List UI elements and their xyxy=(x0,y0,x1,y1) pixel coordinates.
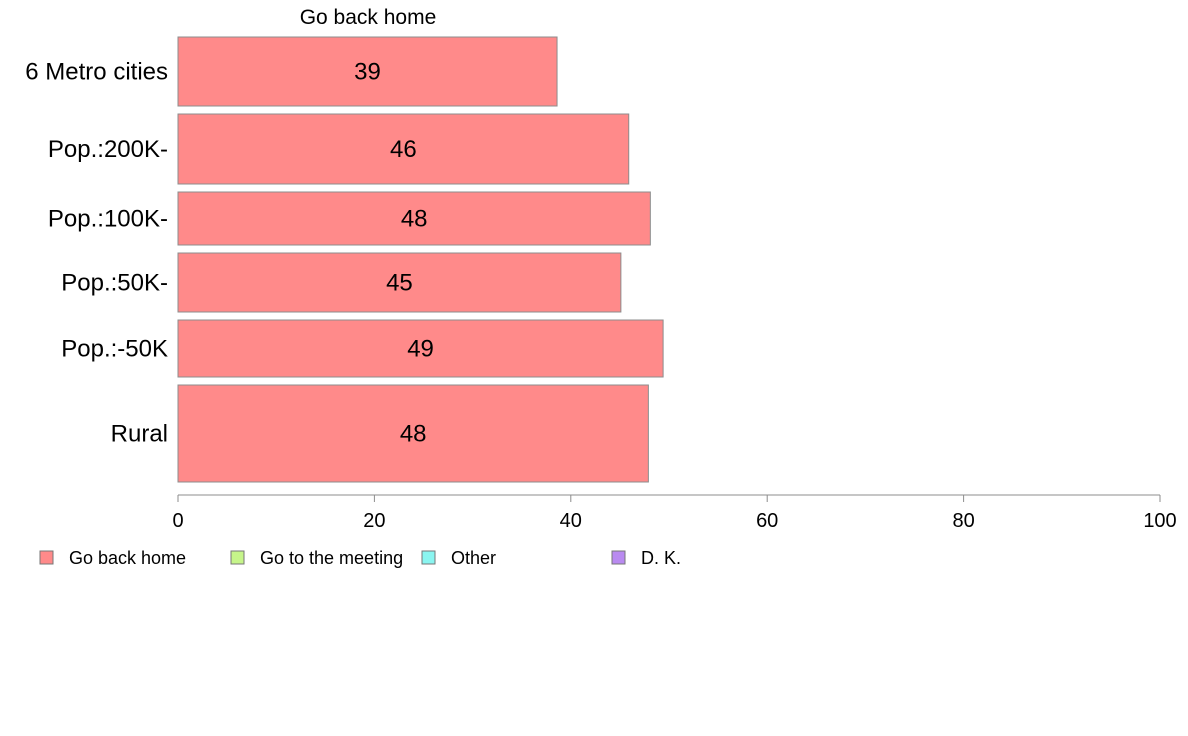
legend-swatch xyxy=(39,550,54,565)
legend-swatch xyxy=(421,550,436,565)
bar-value-label: 48 xyxy=(401,206,428,233)
bar-value-label: 45 xyxy=(386,270,413,297)
bar-5 xyxy=(177,384,649,483)
legend-label: Other xyxy=(451,548,496,568)
x-tick-label: 100 xyxy=(1143,510,1176,532)
bar-1 xyxy=(177,113,630,185)
bar-0 xyxy=(177,36,558,107)
category-label: Pop.:200K- xyxy=(48,136,168,163)
bar-value-label: 39 xyxy=(354,59,381,86)
bar-value-label: 48 xyxy=(400,421,427,448)
panel-title: Go back home xyxy=(300,6,437,29)
category-label: Pop.:50K- xyxy=(61,270,168,297)
bar-value-label: 46 xyxy=(390,136,417,163)
x-tick-label: 80 xyxy=(952,510,974,532)
category-labels: 6 Metro cities Pop.:200K- Pop.:100K- Pop.:5… xyxy=(25,59,168,448)
legend-swatch xyxy=(611,550,626,565)
x-tick-label: 40 xyxy=(560,510,582,532)
bar-4 xyxy=(177,319,664,378)
bar-3 xyxy=(177,252,622,313)
legend: Go back home Go to the meeting Other D. K. xyxy=(39,548,681,568)
legend-label: D. K. xyxy=(641,548,681,568)
bars-group: 39 46 48 45 49 48 xyxy=(177,36,664,483)
x-tick-label: 60 xyxy=(756,510,778,532)
category-label: Rural xyxy=(111,421,168,448)
x-tick-label: 0 xyxy=(172,510,183,532)
category-label: Pop.:-50K xyxy=(61,336,168,363)
category-label: 6 Metro cities xyxy=(25,59,168,86)
bar-2 xyxy=(177,191,651,246)
x-tick-label: 20 xyxy=(363,510,385,532)
legend-label: Go to the meeting xyxy=(260,548,403,568)
category-label: Pop.:100K- xyxy=(48,206,168,233)
legend-swatch xyxy=(230,550,245,565)
x-axis: 0 20 40 60 80 100 xyxy=(172,494,1177,532)
bar-value-label: 49 xyxy=(407,336,434,363)
legend-label: Go back home xyxy=(69,548,186,568)
